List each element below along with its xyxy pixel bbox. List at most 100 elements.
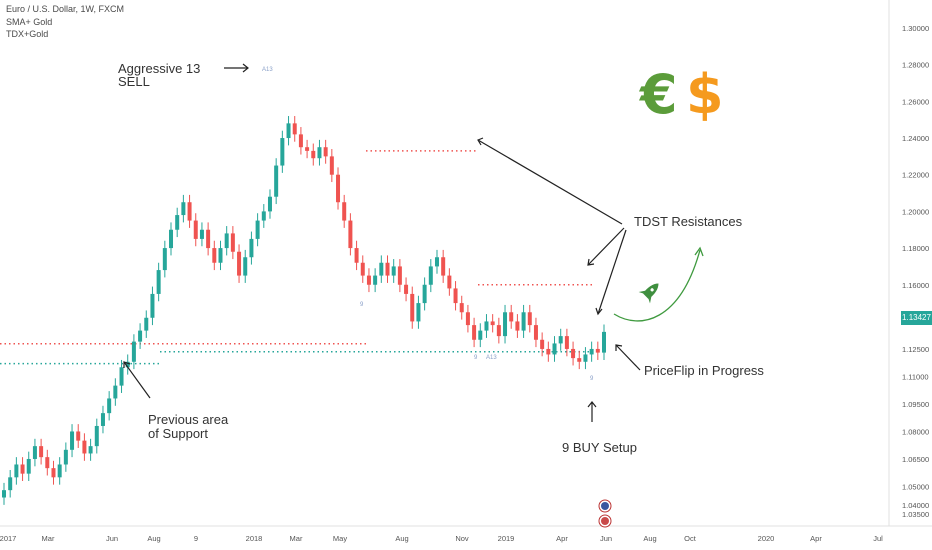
candle-body [404, 284, 409, 294]
candle-body [397, 266, 402, 285]
time-tick-label: 2020 [758, 534, 775, 543]
candle-body [490, 321, 495, 326]
candle-body [441, 257, 446, 276]
level-lines [0, 150, 594, 365]
candle-body [20, 464, 25, 474]
time-tick-label: Apr [810, 534, 822, 543]
candle-body [237, 251, 242, 276]
candle-body [131, 341, 136, 362]
candle-body [230, 233, 235, 252]
candle-body [540, 339, 545, 349]
candle-body [484, 321, 489, 331]
candle-body [410, 293, 415, 322]
candle-body [8, 477, 13, 491]
price-tick-label: 1.28000 [902, 61, 929, 70]
indicator-tdx[interactable]: TDX+Gold [6, 29, 49, 39]
price-tick-label: 1.11000 [902, 372, 929, 381]
candle-body [509, 312, 514, 322]
projection-arrow-head [694, 246, 704, 257]
time-tick-label: Aug [643, 534, 656, 543]
time-tick-label: 2018 [246, 534, 263, 543]
candle-body [249, 238, 254, 258]
time-tick-label: Mar [42, 534, 55, 543]
candle-body [422, 284, 427, 304]
candle-body [478, 330, 483, 340]
candle-body [552, 343, 557, 355]
buy-setup-arrow-head [587, 401, 597, 408]
candle-body [175, 215, 180, 230]
candle-body [434, 257, 439, 267]
time-tick-label: 2017 [0, 534, 16, 543]
sell-label: Aggressive 13 SELL [118, 61, 204, 89]
time-tick-label: May [333, 534, 347, 543]
price-tick-label: 1.26000 [902, 97, 929, 106]
tdst-arrow-2 [587, 227, 625, 266]
indicator-sma[interactable]: SMA+ Gold [6, 17, 53, 27]
candle-body [218, 248, 223, 263]
time-tick-label: Jun [600, 534, 612, 543]
candle-body [496, 325, 501, 337]
candle-body [472, 325, 477, 340]
candle-body [267, 196, 272, 212]
tdst-arrow-3 [597, 229, 627, 315]
price-tick-label: 1.05000 [902, 482, 929, 491]
time-tick-label: Mar [290, 534, 303, 543]
tdst-arrow-2-head [587, 258, 595, 266]
projection-curve [613, 249, 701, 322]
candle-body [348, 220, 353, 249]
support-arrow-head [123, 361, 131, 368]
candle-body [94, 425, 99, 447]
candle-body [14, 464, 19, 478]
sell-label-line2: SELL [118, 74, 150, 89]
event-icons [598, 499, 612, 528]
candle-body [206, 229, 211, 249]
price-tick-label: 1.12500 [902, 345, 929, 354]
price-tick-label: 1.03500 [902, 510, 929, 519]
candle-body [70, 431, 75, 450]
candle-body [107, 398, 112, 414]
price-tick-label: 1.06500 [902, 455, 929, 464]
candle-body [292, 123, 297, 135]
current-price-badge: 1.13427 [901, 311, 932, 325]
candle-body [32, 446, 37, 459]
candle-body [385, 262, 390, 276]
a13-bottom-label: A13 [486, 355, 497, 361]
candle-body [156, 270, 161, 294]
candle-body [193, 220, 198, 239]
price-tick-label: 1.18000 [902, 244, 929, 253]
time-tick-label: Nov [455, 534, 469, 543]
candle-body [76, 431, 81, 441]
candle-body [162, 248, 167, 271]
candle-body [82, 440, 87, 454]
support-label: Previous area of Support [148, 412, 232, 441]
sell-arrow-head [242, 63, 249, 73]
candle-body [366, 275, 371, 285]
candle-body [465, 312, 470, 326]
sell-label-line1: Aggressive 13 [118, 61, 200, 76]
chart-title: Euro / U.S. Dollar, 1W, FXCM [6, 4, 125, 14]
candle-body [602, 331, 606, 353]
time-tick-label: Aug [147, 534, 160, 543]
candle-body [546, 348, 551, 355]
price-tick-label: 1.24000 [902, 134, 929, 143]
a13-top-label: A13 [262, 67, 273, 73]
rocket-icon [638, 283, 659, 304]
euro-icon: € [640, 63, 678, 126]
candle-body [113, 385, 118, 399]
buy-setup-label: 9 BUY Setup [562, 440, 637, 455]
candle-body [447, 275, 452, 289]
candle-body [521, 312, 526, 331]
candle-body [571, 348, 576, 359]
time-tick-label: Jul [873, 534, 883, 543]
priceflip-arrow-head [615, 344, 623, 351]
candle-body [100, 413, 105, 426]
candle-body [169, 229, 174, 249]
candle-body [373, 275, 378, 285]
candle-body [515, 321, 520, 331]
time-tick-label: Jun [106, 534, 118, 543]
candle-body [453, 288, 458, 304]
candle-body [336, 174, 341, 203]
candles [2, 116, 606, 505]
